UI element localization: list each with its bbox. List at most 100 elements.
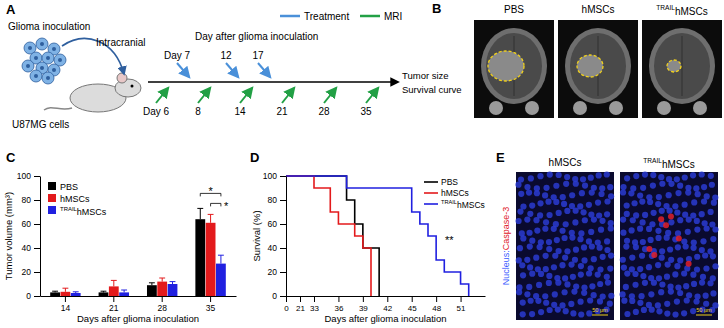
cell-nucleus: [34, 56, 38, 60]
nucleus-stain: [674, 298, 680, 304]
nucleus-stain: [677, 257, 683, 263]
nucleus-stain: [620, 216, 626, 222]
nucleus-stain: [559, 228, 565, 234]
bar: [168, 284, 178, 296]
mri-arrow: [240, 88, 252, 103]
nucleus-stain: [637, 300, 643, 306]
tick: 51: [457, 296, 466, 313]
nucleus-stain: [561, 201, 567, 207]
tick-label: 60: [22, 219, 32, 229]
caspase-stain: [658, 216, 664, 222]
nucleus-stain: [600, 254, 606, 260]
tick: 60: [22, 219, 40, 229]
nucleus-stain: [633, 309, 639, 315]
tick-mark: [162, 296, 163, 302]
axis-title: Tumor volume (mm³): [3, 192, 14, 280]
nucleus-stain: [572, 219, 578, 225]
nucleus-stain: [519, 262, 525, 268]
nucleus-stain: [520, 272, 526, 278]
tick-mark: [314, 296, 315, 302]
nucleus-stain: [681, 310, 687, 316]
axis-title: Days after glioma inoculation: [325, 313, 447, 324]
nucleus-stain: [598, 191, 604, 197]
nucleus-stain: [524, 291, 530, 297]
nucleus-stain: [631, 200, 637, 206]
tick-mark: [338, 296, 339, 302]
eye: [573, 101, 587, 115]
tick-mark: [461, 296, 462, 302]
day-label: Day 6: [143, 106, 170, 117]
nucleus-stain: [543, 253, 549, 259]
caspase-stain: [651, 252, 657, 258]
nucleus-stain: [659, 181, 665, 187]
nucleus-stain: [570, 310, 576, 316]
mri-arrow: [366, 88, 378, 103]
tick: 28: [157, 296, 167, 313]
nucleus-stain: [586, 270, 592, 276]
nucleus-stain: [624, 271, 630, 277]
nucleus-stain: [658, 289, 664, 295]
tick-label: 39: [359, 304, 368, 313]
nucleus-stain: [555, 280, 561, 286]
mri-image: [558, 20, 638, 118]
caspase-stain: [686, 261, 692, 267]
nucleus-stain: [633, 173, 639, 179]
legend-label: PBS: [441, 177, 458, 187]
image-background: [516, 172, 614, 320]
superscript: TRAIL: [60, 206, 78, 212]
axis: 020406080100: [263, 171, 287, 301]
timeline: [148, 81, 398, 83]
tick-label: 21: [109, 303, 119, 313]
tick-label: 20: [268, 267, 278, 277]
day-label: 17: [252, 50, 264, 61]
nucleus-stain: [547, 172, 553, 178]
panel-a: Glioma inoculationIntracranialU87MG cell…: [8, 11, 462, 130]
tick-label: 36: [334, 304, 343, 313]
nucleus-stain: [589, 283, 595, 289]
tick-label: 33: [310, 304, 319, 313]
tick-mark: [34, 176, 40, 177]
image-label: TRAILhMSCs: [656, 4, 707, 17]
nucleus-stain: [681, 270, 687, 276]
nucleus-stain: [527, 264, 533, 270]
nucleus-stain: [672, 203, 678, 209]
nucleus-stain: [650, 183, 656, 189]
bar: [216, 264, 226, 296]
mri-image: [642, 20, 722, 118]
legend-label: TRAILhMSCs: [441, 199, 485, 210]
nucleus-stain: [620, 184, 626, 190]
treatment-arrow: [258, 63, 270, 77]
nucleus-stain: [573, 181, 579, 187]
nucleus-stain: [529, 271, 535, 277]
cell-nucleus: [46, 76, 50, 80]
nucleus-stain: [677, 183, 683, 189]
nucleus-stain: [637, 266, 643, 272]
endpoint-label: Tumor size: [402, 70, 449, 81]
superscript: TRAIL: [441, 199, 457, 205]
legend-swatch: [280, 15, 300, 18]
nucleus-stain: [517, 208, 523, 214]
nucleus-stain: [589, 243, 595, 249]
nucleus-stain: [588, 229, 594, 235]
nucleus-stain: [674, 209, 680, 215]
tick-label: 35: [206, 303, 216, 313]
tick-mark: [280, 200, 286, 201]
nucleus-stain: [672, 271, 678, 277]
tick-label: 80: [22, 195, 32, 205]
nucleus-stain: [620, 257, 626, 263]
legend-swatch: [48, 194, 56, 202]
cell-icon: [22, 60, 34, 72]
bar: [157, 282, 167, 296]
nucleus-stain: [668, 219, 674, 225]
bar: [71, 293, 81, 296]
nucleus-stain: [597, 245, 603, 251]
annotation: **: [445, 234, 454, 246]
nucleus-stain: [695, 191, 701, 197]
nucleus-stain: [646, 264, 652, 270]
nucleus-stain: [586, 202, 592, 208]
tick: 39: [359, 296, 368, 313]
nucleus-stain: [708, 173, 714, 179]
nucleus-stain: [708, 209, 714, 215]
nucleus-stain: [709, 182, 715, 188]
tick-mark: [280, 224, 286, 225]
